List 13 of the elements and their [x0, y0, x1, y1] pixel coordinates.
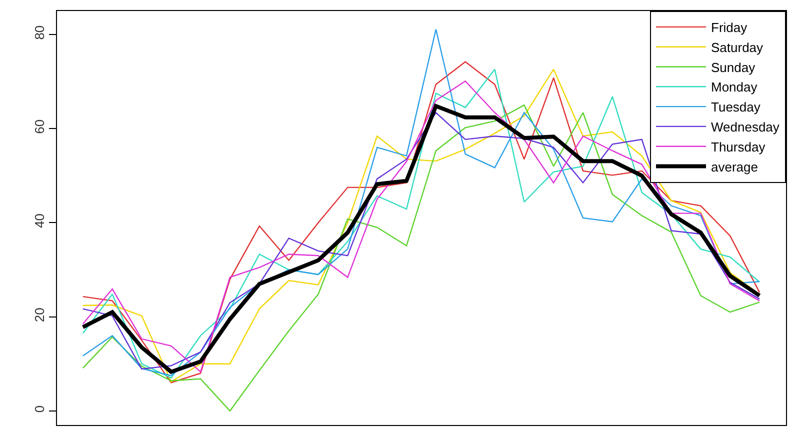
legend-label: Sunday	[711, 60, 756, 75]
legend-label: Tuesday	[711, 100, 761, 115]
legend-label: Monday	[711, 80, 758, 95]
y-tick-label: 20	[32, 308, 47, 322]
legend-label: Thursday	[711, 139, 766, 154]
y-tick-label: 0	[32, 405, 47, 413]
legend-label: Saturday	[711, 40, 764, 55]
legend-label: Friday	[711, 20, 748, 36]
y-tick-label: 60	[32, 119, 47, 134]
legend-label: average	[711, 159, 758, 174]
y-tick-label: 80	[32, 25, 47, 40]
y-tick-label: 40	[32, 214, 47, 228]
legend-label: Wednesday	[711, 120, 780, 135]
